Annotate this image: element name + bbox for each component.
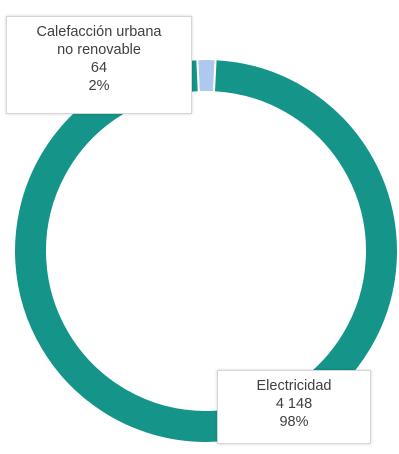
data-label-calefaccion-urbana: Calefacción urbana no renovable 64 2% <box>6 16 192 114</box>
donut-slice-0 <box>196 58 217 94</box>
data-label-calefaccion-line-1: Calefacción urbana <box>36 24 162 40</box>
data-label-electricidad-percent: 98% <box>279 414 309 430</box>
data-label-calefaccion-value: 64 <box>90 60 108 76</box>
data-label-electricidad-value: 4 148 <box>275 396 313 412</box>
data-label-calefaccion-line-2: no renovable <box>57 42 141 58</box>
data-label-electricidad-name: Electricidad <box>256 378 332 394</box>
data-label-calefaccion-percent: 2% <box>88 78 110 94</box>
data-label-electricidad: Electricidad 4 148 98% <box>217 370 371 444</box>
